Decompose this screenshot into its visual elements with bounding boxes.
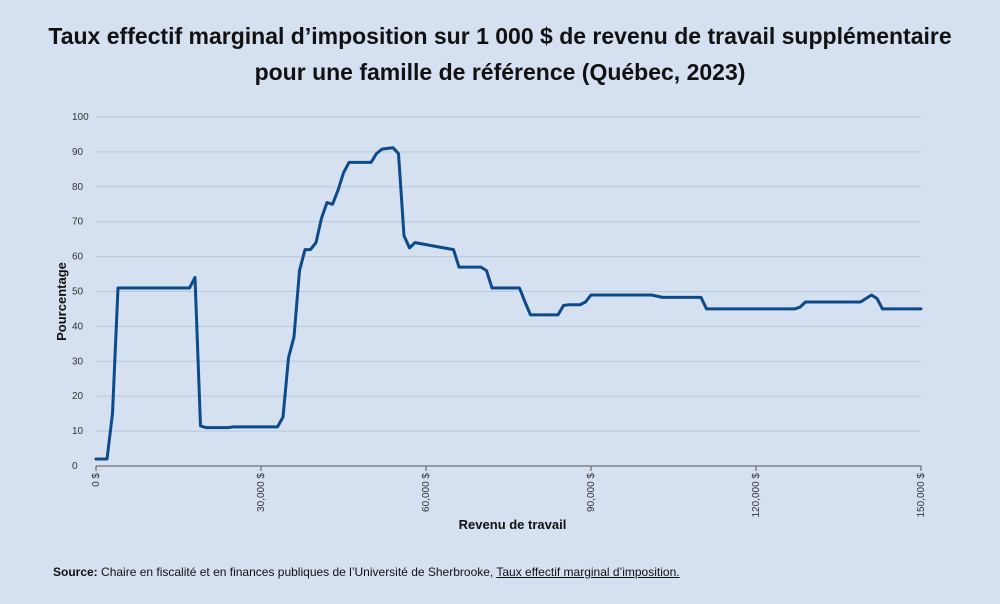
y-tick-label: 0 [72, 461, 78, 472]
source-text: Chaire en fiscalité et en finances publi… [97, 565, 497, 579]
y-tick-label: 50 [72, 287, 84, 298]
source-note: Source: Chaire en fiscalité et en financ… [53, 565, 680, 579]
y-tick-label: 80 [72, 182, 84, 193]
y-tick-label: 100 [72, 112, 89, 123]
x-tick-label: 60,000 $ [421, 473, 432, 512]
y-axis-label: Pourcentage [54, 262, 69, 341]
y-tick-label: 60 [72, 252, 84, 263]
source-link[interactable]: Taux effectif marginal d’imposition. [496, 565, 680, 579]
x-tick-label: 150,000 $ [916, 473, 927, 518]
x-tick-label: 120,000 $ [751, 473, 762, 518]
x-axis-ticks: 0 $ 30,000 $ 60,000 $ 90,000 $ 120,000 $ 150,… [91, 466, 927, 518]
chart-title: Taux effectif marginal d’imposition sur … [40, 18, 960, 90]
y-tick-label: 10 [72, 426, 84, 437]
y-axis-ticks: 0 10 20 30 40 50 60 70 80 90 100 [72, 112, 89, 472]
y-tick-label: 30 [72, 356, 84, 367]
source-label: Source: [53, 565, 98, 579]
x-tick-label: 0 $ [91, 473, 102, 487]
series-line [94, 146, 923, 461]
y-tick-label: 40 [72, 321, 84, 332]
x-tick-label: 30,000 $ [256, 473, 267, 512]
gridlines [96, 116, 921, 467]
y-tick-label: 90 [72, 147, 84, 158]
y-tick-label: 20 [72, 391, 84, 402]
chart-title-line-2: pour une famille de référence (Québec, 2… [254, 59, 746, 85]
y-tick-label: 70 [72, 217, 84, 228]
chart-title-line-1: Taux effectif marginal d’imposition sur … [48, 23, 952, 49]
x-tick-label: 90,000 $ [586, 473, 597, 512]
x-axis-label: Revenu de travail [459, 517, 567, 532]
